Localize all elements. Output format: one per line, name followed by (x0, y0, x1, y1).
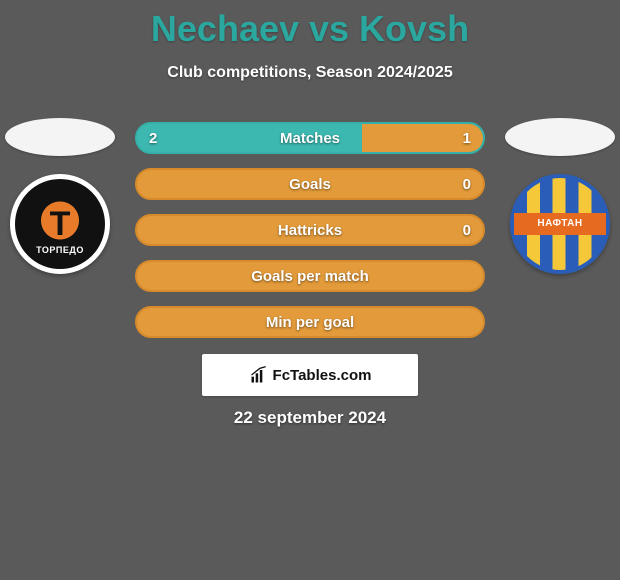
stat-label: Goals per match (137, 262, 483, 290)
stat-value-right: 0 (463, 170, 471, 198)
stat-row: Goals per match (135, 260, 485, 292)
page-subtitle: Club competitions, Season 2024/2025 (0, 64, 620, 82)
right-oval (505, 118, 615, 156)
stat-row: Hattricks0 (135, 214, 485, 246)
chart-icon (249, 365, 269, 385)
right-club-crest: НАФТАН (510, 174, 610, 274)
right-player-badge: НАФТАН (500, 118, 620, 274)
stat-row: Min per goal (135, 306, 485, 338)
stat-row: Matches2 1 (135, 122, 485, 154)
stat-row: Goals0 (135, 168, 485, 200)
stats-container: Matches21Goals0Hattricks0Goals per match… (135, 122, 485, 352)
left-crest-text: ТОРПЕДО (15, 245, 105, 255)
date-text: 22 september 2024 (0, 408, 620, 428)
left-oval (5, 118, 115, 156)
stat-label: Matches (137, 124, 483, 152)
left-player-badge: T ТОРПЕДО (0, 118, 120, 274)
stat-label: Goals (137, 170, 483, 198)
stat-value-right: 0 (463, 216, 471, 244)
stat-value-left: 2 (149, 124, 157, 152)
left-club-crest: T ТОРПЕДО (10, 174, 110, 274)
brand-box: FcTables.com (202, 354, 418, 396)
brand-text: FcTables.com (273, 367, 372, 384)
stat-value-right: 1 (463, 124, 471, 152)
page-title: Nechaev vs Kovsh (0, 0, 620, 50)
stat-label: Hattricks (137, 216, 483, 244)
right-crest-text: НАФТАН (514, 213, 606, 235)
stat-label: Min per goal (137, 308, 483, 336)
